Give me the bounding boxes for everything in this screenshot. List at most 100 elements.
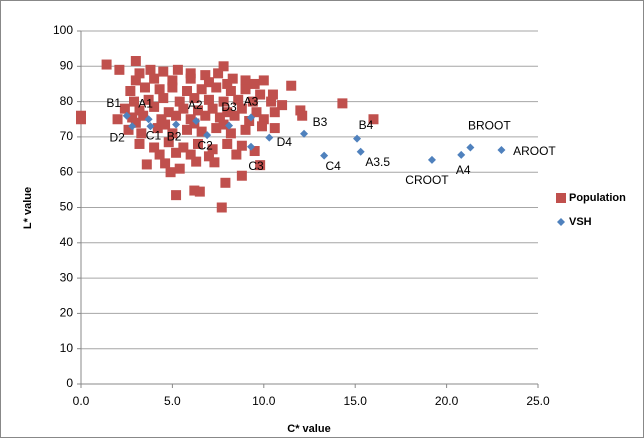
population-point [236, 140, 247, 151]
population-point [286, 80, 297, 91]
population-point [112, 114, 123, 125]
y-tick-label: 30 [60, 270, 74, 284]
population-point [236, 103, 247, 114]
vsh-point [122, 111, 131, 120]
population-point [200, 70, 211, 81]
x-axis-title: C* value [287, 423, 330, 435]
population-point [182, 86, 193, 97]
population-point [220, 177, 231, 188]
population-point [233, 94, 244, 105]
point-label: D2 [110, 130, 126, 144]
y-tick-label: 50 [60, 200, 74, 214]
population-point [143, 94, 154, 105]
population-point [203, 77, 214, 88]
population-point [214, 112, 225, 123]
population-point [227, 73, 238, 84]
point-label: C3 [248, 159, 264, 173]
y-tick-label: 70 [60, 129, 74, 143]
y-tick-label: 40 [60, 235, 74, 249]
population-point [207, 144, 218, 155]
population-point [209, 157, 220, 168]
population-point [211, 123, 222, 134]
point-label: B1 [106, 96, 121, 110]
population-point [249, 78, 260, 89]
point-label: AROOT [513, 144, 556, 158]
population-point [337, 98, 348, 109]
population-point [244, 116, 255, 127]
population-point [258, 75, 269, 86]
population-point [189, 118, 200, 129]
population-point [165, 167, 176, 178]
population-point [167, 82, 178, 93]
vsh-point [247, 113, 256, 122]
population-point [134, 138, 145, 149]
vsh-point [265, 133, 274, 142]
population-point [145, 64, 156, 75]
vsh-point [203, 131, 212, 140]
point-label: C2 [197, 138, 213, 152]
population-point [256, 121, 267, 132]
x-tick-label: 20.0 [435, 394, 459, 408]
population-point [189, 185, 200, 196]
vsh-point [128, 122, 137, 131]
vsh-point [497, 145, 506, 154]
point-label: D4 [277, 135, 293, 149]
population-point [114, 64, 125, 75]
population-point [191, 156, 202, 167]
population-point [255, 160, 266, 171]
population-point [154, 149, 165, 160]
legend-label: Population [569, 192, 626, 204]
vsh-point [356, 147, 365, 156]
population-point [134, 68, 145, 79]
population-point [255, 89, 266, 100]
y-tick-label: 20 [60, 306, 74, 320]
population-point [158, 66, 169, 77]
y-tick-label: 100 [53, 23, 73, 37]
population-point [240, 124, 251, 135]
y-tick-label: 90 [60, 58, 74, 72]
population-point [119, 103, 130, 114]
population-point [163, 107, 174, 118]
population-point [185, 73, 196, 84]
population-point [216, 202, 227, 213]
population-point [295, 105, 306, 116]
population-point [196, 84, 207, 95]
population-point [149, 73, 160, 84]
population-point [251, 107, 262, 118]
population-point [174, 96, 185, 107]
population-point [222, 78, 233, 89]
population-point [149, 101, 160, 112]
population-point [185, 68, 196, 79]
population-point [297, 110, 308, 121]
vsh-point [353, 134, 362, 143]
point-label: C4 [325, 159, 341, 173]
population-point [174, 163, 185, 174]
population-point [138, 110, 149, 121]
population-point [171, 190, 182, 201]
population-point [158, 93, 169, 104]
y-tick-label: 0 [66, 376, 73, 390]
population-point [178, 103, 189, 114]
point-label: A3.5 [365, 155, 390, 169]
population-point [194, 186, 205, 197]
vsh-point [247, 142, 256, 151]
vsh-point [320, 151, 329, 160]
population-point [236, 170, 247, 181]
point-label: C1 [146, 128, 162, 142]
population-point [203, 151, 214, 162]
vsh-point [457, 150, 466, 159]
population-point [225, 86, 236, 97]
vsh-point [466, 143, 475, 152]
vsh-point [172, 120, 181, 129]
vsh-point [300, 129, 309, 138]
population-point [368, 114, 379, 125]
legend-marker [557, 218, 565, 226]
population-point [171, 147, 182, 158]
population-point [185, 149, 196, 160]
population-point [167, 128, 178, 139]
population-point [182, 124, 193, 135]
population-point [249, 146, 260, 157]
population-point [152, 123, 163, 134]
population-point [266, 96, 277, 107]
vsh-point [427, 155, 436, 164]
